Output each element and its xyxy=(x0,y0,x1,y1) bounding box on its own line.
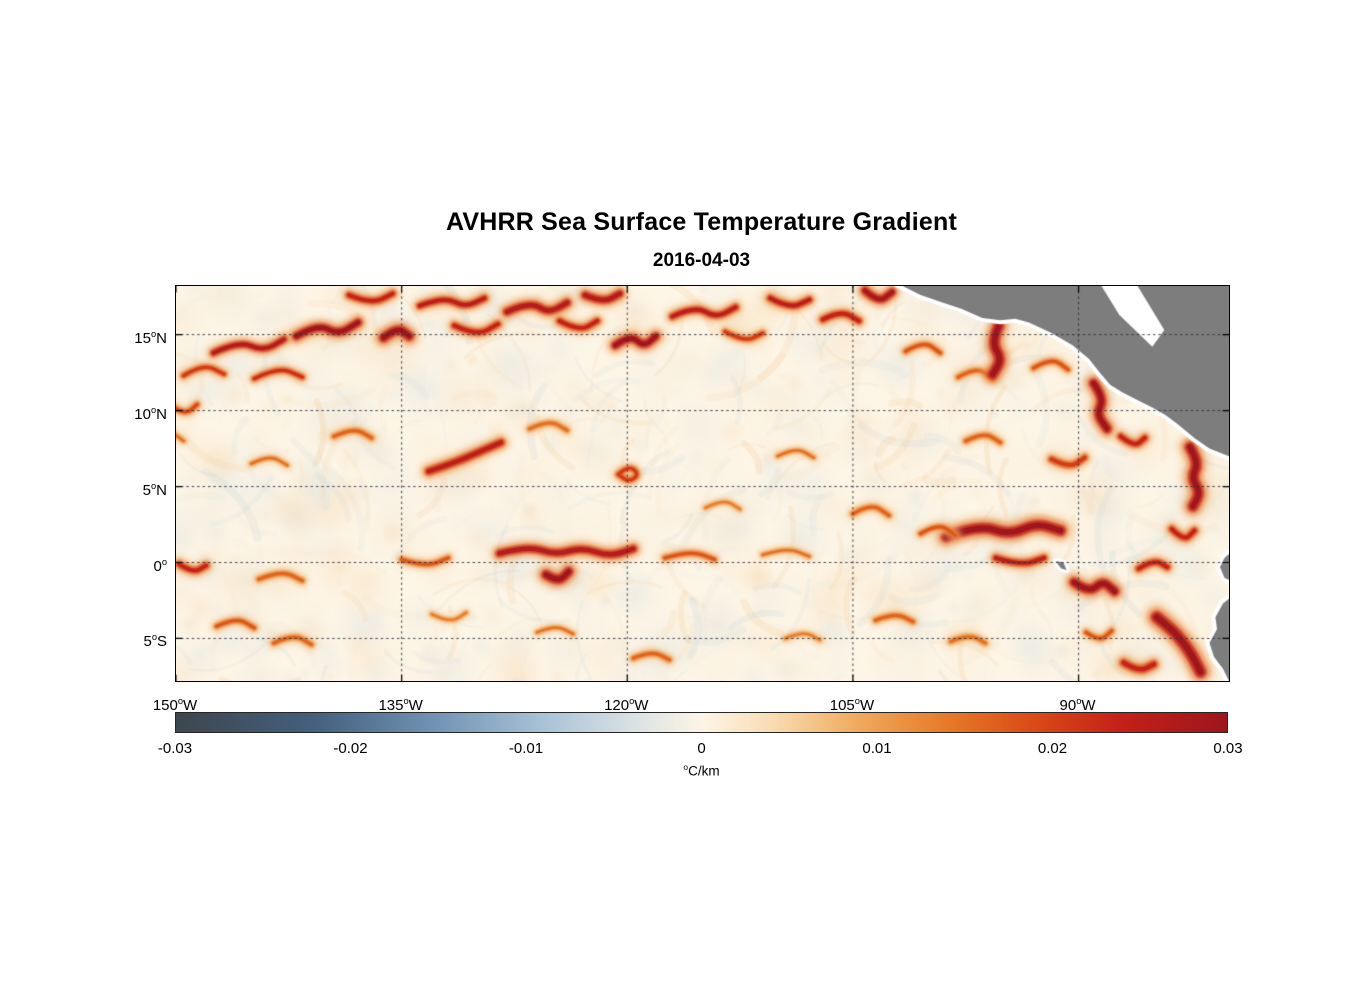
colorbar-tick-label: 0.02 xyxy=(1037,740,1068,757)
x-tick-label: 90oW xyxy=(1059,696,1096,714)
colorbar-tick-label: 0.03 xyxy=(1213,740,1243,757)
y-tick-label: 0o xyxy=(153,556,167,575)
colorbar-tick-label: -0.03 xyxy=(157,740,193,757)
colorbar-unit-label: oC/km xyxy=(683,762,720,779)
colorbar-tick-label: 0.01 xyxy=(862,740,892,757)
y-tick-label: 5oS xyxy=(143,632,167,651)
y-tick-label: 10oN xyxy=(134,404,167,423)
colorbar-tick-label: -0.01 xyxy=(508,740,544,757)
degree-symbol: o xyxy=(683,762,689,772)
x-tick-label: 135oW xyxy=(378,696,423,714)
chart-subtitle: 2016-04-03 xyxy=(652,250,751,271)
y-tick-label: 5oN xyxy=(142,480,167,499)
x-tick-label: 120oW xyxy=(604,696,649,714)
colorbar-tick-label: 0 xyxy=(697,740,706,757)
colorbar-canvas xyxy=(176,713,1227,732)
y-tick-label: 15oN xyxy=(134,328,167,347)
x-tick-label: 150oW xyxy=(152,696,198,714)
map-canvas xyxy=(176,286,1229,681)
map-plot xyxy=(175,285,1230,682)
colorbar xyxy=(175,712,1228,733)
x-tick-label: 105oW xyxy=(829,696,875,714)
colorbar-tick-label: -0.02 xyxy=(333,740,368,757)
chart-title: AVHRR Sea Surface Temperature Gradient xyxy=(446,208,957,236)
